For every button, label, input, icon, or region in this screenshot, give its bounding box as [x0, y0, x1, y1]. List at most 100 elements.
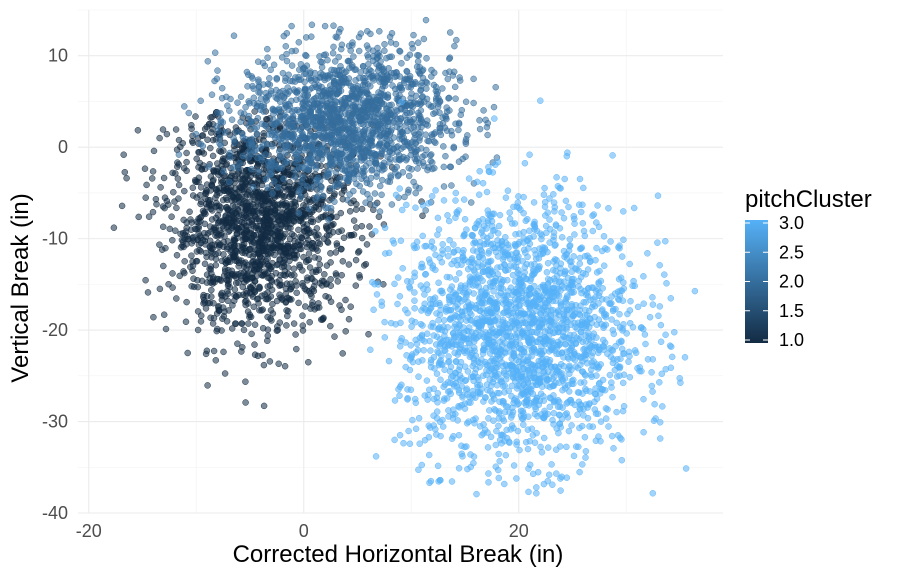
data-point — [233, 128, 240, 136]
data-point — [444, 212, 451, 219]
data-point — [177, 143, 184, 151]
data-point — [169, 284, 176, 291]
data-point — [381, 47, 388, 55]
data-point — [406, 440, 414, 448]
data-point — [310, 243, 318, 250]
data-point — [559, 404, 566, 411]
data-point — [150, 313, 157, 321]
data-point — [596, 379, 603, 387]
data-point — [430, 395, 438, 403]
data-point — [298, 234, 306, 242]
data-point — [562, 197, 570, 205]
data-point — [445, 407, 452, 414]
data-point — [485, 470, 492, 477]
data-point — [363, 87, 370, 95]
data-point — [543, 269, 551, 276]
data-point — [333, 155, 340, 163]
data-point — [242, 276, 250, 283]
data-point — [285, 141, 293, 149]
data-point — [274, 184, 282, 191]
data-point — [268, 286, 276, 294]
data-point — [200, 293, 207, 301]
data-point — [440, 143, 447, 150]
data-point — [576, 175, 584, 183]
data-point — [417, 145, 425, 152]
data-point — [425, 200, 432, 207]
data-point — [336, 302, 343, 309]
data-point — [244, 83, 251, 90]
data-point — [412, 189, 419, 197]
data-point — [330, 192, 338, 199]
data-point — [464, 265, 472, 273]
data-point — [439, 241, 446, 248]
data-point — [331, 58, 339, 65]
data-point — [492, 441, 500, 449]
data-point — [206, 223, 214, 230]
data-point — [494, 270, 502, 278]
data-point — [458, 450, 465, 458]
data-point — [469, 391, 477, 398]
data-point — [304, 277, 311, 284]
data-point — [328, 66, 335, 74]
data-point — [445, 95, 452, 102]
data-point — [187, 216, 194, 223]
data-point — [316, 261, 324, 268]
data-point — [295, 226, 302, 234]
data-point — [556, 443, 564, 450]
data-point — [225, 266, 232, 274]
data-point — [217, 141, 224, 149]
data-point — [316, 177, 324, 184]
data-point — [618, 456, 626, 464]
data-point — [169, 236, 176, 244]
data-point — [315, 255, 322, 262]
data-point — [303, 243, 311, 251]
data-point — [325, 86, 333, 94]
cluster-2 — [175, 16, 501, 224]
data-point — [238, 257, 245, 264]
data-point — [482, 116, 489, 124]
data-point — [408, 317, 416, 325]
data-point — [197, 318, 205, 325]
data-point — [324, 100, 331, 107]
data-point — [311, 278, 319, 285]
data-point — [226, 149, 233, 157]
data-point — [309, 269, 316, 276]
data-point — [242, 378, 249, 385]
data-point — [309, 145, 317, 153]
data-point — [358, 222, 366, 230]
data-point — [331, 198, 338, 205]
data-point — [446, 29, 454, 36]
data-point — [459, 155, 466, 163]
data-point — [366, 195, 374, 202]
data-point — [439, 416, 446, 424]
data-point — [452, 379, 460, 387]
data-point — [418, 82, 425, 90]
data-point — [260, 361, 268, 369]
data-point — [168, 213, 175, 220]
data-point — [301, 85, 309, 92]
data-point — [398, 86, 406, 93]
data-point — [562, 341, 570, 348]
data-point — [430, 81, 438, 89]
data-point — [455, 431, 463, 439]
data-point — [204, 136, 211, 144]
data-point — [550, 409, 558, 417]
data-point — [625, 348, 633, 356]
data-point — [313, 100, 321, 108]
data-point — [331, 333, 338, 340]
data-point — [336, 150, 343, 157]
data-point — [288, 207, 295, 214]
data-point — [120, 151, 127, 158]
data-point — [213, 122, 221, 130]
data-point — [423, 55, 430, 62]
data-point — [657, 338, 665, 346]
data-point — [311, 69, 319, 77]
data-point — [214, 67, 221, 74]
data-point — [445, 413, 452, 420]
data-point — [403, 75, 411, 83]
data-point — [483, 225, 490, 232]
data-point — [224, 223, 231, 231]
data-point — [209, 245, 216, 252]
data-point — [264, 337, 271, 345]
data-point — [197, 248, 205, 255]
